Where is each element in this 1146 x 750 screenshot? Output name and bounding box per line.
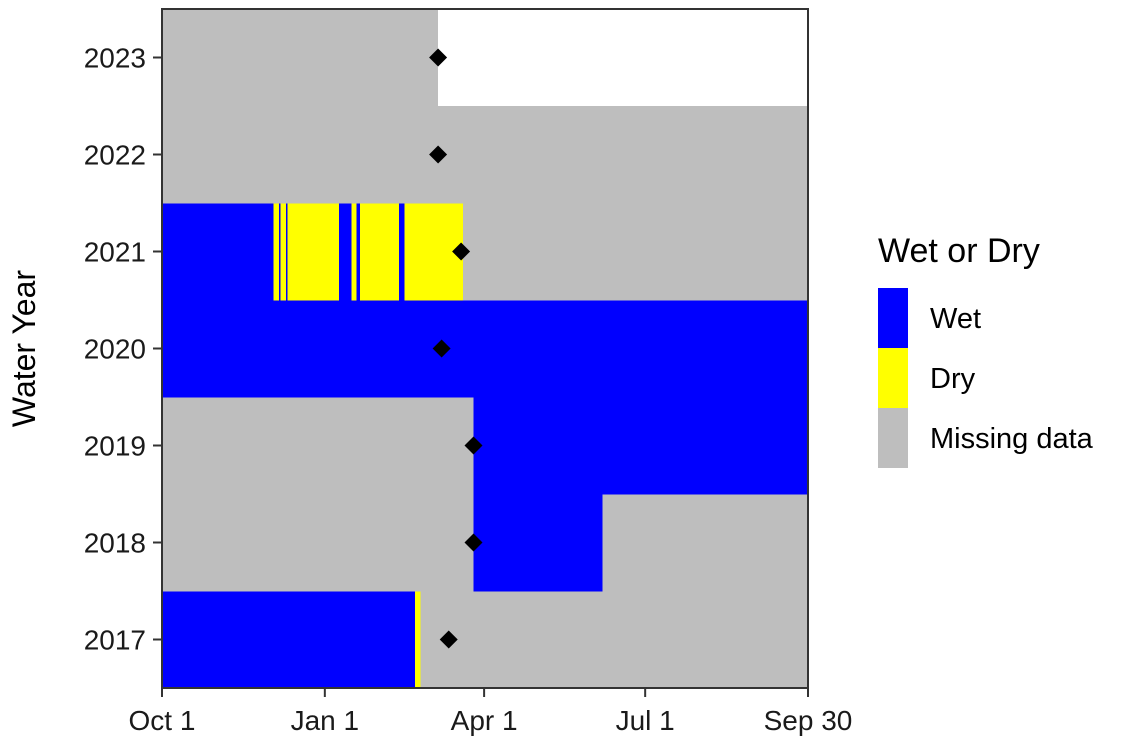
tile-2018-1: [473, 494, 603, 592]
marker-2022: [429, 145, 448, 164]
y-tick-label-2018: 2018: [84, 528, 146, 559]
y-tick-label-2023: 2023: [84, 43, 146, 74]
heatmap-tiles: [162, 9, 808, 689]
tile-2021-5: [287, 203, 339, 301]
tile-2021-3: [280, 203, 286, 301]
x-tick-label-4: Sep 30: [764, 705, 853, 736]
y-tick-label-2019: 2019: [84, 431, 146, 462]
marker-2020: [432, 339, 451, 358]
legend-title: Wet or Dry: [878, 232, 1040, 270]
marker-2023: [429, 48, 448, 67]
marker-2019: [464, 436, 483, 455]
tile-2021-9: [360, 203, 400, 301]
legend-label-0: Wet: [930, 303, 981, 335]
tile-2017-1: [415, 591, 421, 689]
marker-2021: [452, 242, 471, 261]
tile-2021-1: [273, 203, 279, 301]
legend-key-0: [878, 288, 908, 348]
tile-2019-0: [162, 397, 474, 495]
tile-2021-12: [462, 203, 808, 301]
marker-2018: [464, 533, 483, 552]
tile-2021-10: [399, 203, 405, 301]
legend: Wet or Dry Wet Dry Missing data: [878, 232, 1094, 468]
tile-2021-2: [278, 203, 281, 301]
tile-2021-6: [338, 203, 352, 301]
tile-2017-0: [162, 591, 416, 689]
x-tick-label-2: Apr 1: [451, 705, 518, 736]
tile-2017-2: [420, 591, 808, 689]
x-axis: Oct 1 Jan 1 Apr 1 Jul 1 Sep 30: [129, 688, 853, 736]
tile-2019-1: [473, 397, 808, 495]
tile-2021-8: [356, 203, 361, 301]
y-tick-label-2020: 2020: [84, 334, 146, 365]
x-tick-label-0: Oct 1: [129, 705, 196, 736]
y-tick-label-2017: 2017: [84, 625, 146, 656]
tile-2020-0: [162, 300, 808, 398]
marker-2017: [439, 630, 458, 649]
tile-2023-0: [162, 9, 439, 107]
tile-2022-0: [162, 106, 808, 204]
tile-2018-0: [162, 494, 474, 592]
y-tick-label-2022: 2022: [84, 140, 146, 171]
tile-2018-2: [602, 494, 808, 592]
tile-2021-4: [285, 203, 288, 301]
marker-layer: [429, 48, 483, 649]
y-tick-label-2021: 2021: [84, 237, 146, 268]
y-axis-title: Water Year: [6, 270, 42, 427]
y-axis: 2017 2018 2019 2020 2021 2022 2023: [84, 43, 162, 656]
tile-2021-7: [351, 203, 357, 301]
legend-key-1: [878, 348, 908, 408]
tile-2021-0: [162, 203, 274, 301]
x-tick-label-1: Jan 1: [291, 705, 360, 736]
x-tick-label-3: Jul 1: [616, 705, 675, 736]
legend-label-2: Missing data: [930, 423, 1094, 455]
legend-label-1: Dry: [930, 363, 976, 395]
legend-key-2: [878, 408, 908, 468]
